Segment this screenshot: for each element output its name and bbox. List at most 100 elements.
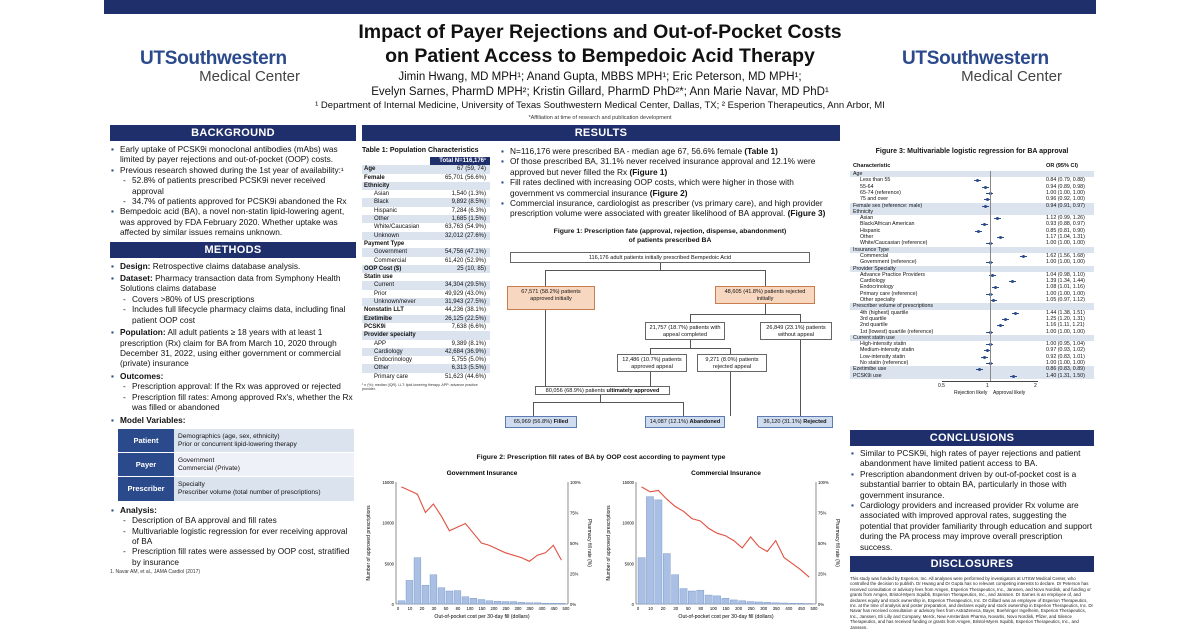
bar: [437, 587, 446, 605]
affiliations: ¹ Department of Internal Medicine, Unive…: [315, 100, 885, 111]
disclosures-heading: DISCLOSURES: [850, 556, 1094, 572]
table-1-row-label: Nonstatin LLT: [364, 307, 404, 314]
conclusions-section: Similar to PCSK9i, high rates of payer r…: [850, 448, 1094, 552]
table-1-row-value: 67 (59, 74): [429, 165, 490, 174]
bar: [671, 574, 679, 605]
x-tick-label: 0: [637, 606, 640, 611]
results-bullet-2-text: Of those prescribed BA, 31.1% never rece…: [510, 156, 816, 177]
forest-row-label: Prescriber volume of prescriptions: [853, 303, 934, 310]
y2-axis-label: Pharmacy fill rate (%): [834, 519, 840, 567]
figure-3-title: Figure 3: Multivariable logistic regress…: [875, 148, 1069, 155]
methods-outcomes: Outcomes:: [110, 371, 356, 382]
chart-title: Government Insurance: [447, 470, 518, 477]
y-tick-label: 0: [392, 602, 395, 607]
forest-ci: [1009, 375, 1017, 377]
table-1-row-value: 1,540 (1.3%): [451, 191, 486, 198]
forest-ci: [994, 218, 1002, 220]
forest-tick-label: 0.5: [938, 382, 945, 389]
affiliation-note: *Affiliation at time of research and pub…: [528, 115, 672, 121]
connector: [533, 402, 683, 403]
x-tick-label: 300: [760, 606, 768, 611]
forest-row-label: 4th (highest) quartile: [860, 309, 909, 316]
table-1-row-value: 9,389 (8.1%): [451, 340, 486, 347]
bar: [763, 602, 772, 605]
y-tick-label: 15000: [622, 480, 634, 485]
table-1-row: Government 54,756 (47.1%): [362, 248, 490, 257]
table-1-header: Total N=116,176¹: [429, 157, 490, 166]
forest-ci: [989, 274, 997, 276]
ut-southwestern-logo-right: UTSouthwestern Medical Center: [902, 48, 1062, 85]
x-tick-label: 450: [551, 606, 559, 611]
forest-ci: [1019, 255, 1027, 257]
forest-row: Hispanic 0.85 (0.81, 0.90): [850, 228, 1094, 234]
y2-tick-label: 25%: [818, 572, 827, 577]
conclusions-heading: CONCLUSIONS: [850, 430, 1094, 446]
forest-row-label: Hispanic: [860, 227, 881, 234]
table-1-row: Hispanic 7,284 (6.3%): [362, 207, 490, 215]
forest-row-or: 1.00 (1.00, 1.00): [1046, 360, 1085, 366]
y-tick-label: 10000: [622, 521, 634, 526]
forest-ci: [986, 243, 994, 245]
bar: [509, 601, 518, 605]
y2-tick-label: 0%: [818, 602, 824, 607]
forest-row: Low-intensity statin 0.92 (0.83, 1.01): [850, 354, 1094, 360]
ultimately-label: ultimately approved: [606, 388, 660, 394]
forest-row-label: 55-64: [860, 183, 874, 190]
forest-ci: [981, 224, 989, 226]
results-heading: RESULTS: [362, 125, 840, 141]
figure-1-title-line-2: of patients prescribed BA: [628, 236, 712, 244]
forest-row: Other specialty 1.05 (0.97, 1.12): [850, 297, 1094, 303]
table-1-row-value: 44,236 (38.1%): [444, 307, 486, 314]
x-tick-label: 10: [648, 606, 653, 611]
conclusion-bullet-3: Cardiology providers and increased provi…: [850, 500, 1094, 552]
model-label: Model Variables:: [120, 415, 186, 426]
analysis-sub-2: Multivariable logistic regression for ev…: [110, 526, 356, 547]
forest-row-label: Current statin use: [853, 334, 895, 341]
bar: [413, 557, 422, 605]
forest-row-label: Other specialty: [860, 297, 896, 303]
y2-tick-label: 75%: [818, 511, 827, 516]
figure-3-forest-plot: Characteristic OR (95% CI) Age Less than …: [850, 163, 1094, 425]
y-tick-label: 15000: [382, 480, 394, 485]
background-sub-1: 52.8% of patients prescribed PCSK9i neve…: [110, 175, 356, 196]
forest-ci: [1001, 318, 1009, 320]
bar: [788, 602, 797, 605]
bar: [662, 553, 671, 605]
connector: [800, 314, 801, 322]
model-row-text: Specialty Prescriber volume (total numbe…: [174, 476, 354, 501]
poster-title-line-1: Impact of Payer Rejections and Out-of-Po…: [358, 21, 842, 43]
forest-row-or: 1.40 (1.31, 1.50): [1046, 372, 1085, 379]
x-axis-label: Out-of-pocket cost per 30-day fill (doll…: [678, 614, 773, 620]
forest-row-label: High-intensity statin: [860, 341, 907, 348]
forest-ci: [986, 293, 994, 295]
table-1-row-label: Prior: [374, 290, 387, 297]
bar: [525, 602, 534, 605]
forest-ci: [986, 363, 994, 364]
forest-ci: [975, 230, 983, 232]
flow-box-without-appeal: 26,849 (23.1%) patients without appeal: [760, 322, 832, 340]
figure-1-title-line-1: Figure 1: Prescription fate (approval, r…: [553, 228, 787, 235]
bar: [713, 595, 721, 605]
forest-ci: [982, 186, 990, 188]
forest-ci: [986, 331, 994, 333]
disclosures-text: This study was funded by Esperion, Inc. …: [850, 576, 1094, 630]
table-1-row-label: Asian: [374, 191, 390, 198]
fill-rate-line: [401, 486, 562, 562]
x-tick-label: 80: [456, 606, 461, 611]
figure-2-title: Figure 2: Prescription fill rates of BA …: [476, 454, 726, 461]
forest-row-or: 1.62 (1.56, 1.68): [1046, 252, 1085, 259]
methods-dataset: Dataset: Pharmacy transaction data from …: [110, 273, 356, 294]
forest-row-label: 2nd quartile: [860, 322, 888, 329]
forest-ci: [996, 325, 1004, 327]
forest-row-label: Cardiology: [860, 278, 886, 285]
table-1-row-value: [429, 181, 490, 191]
table-1-row: Current 34,304 (29.5%): [362, 281, 490, 290]
background-bullet-3: Bempedoic acid (BA), a novel non-statin …: [110, 206, 356, 237]
table-1-row-label: Female: [364, 174, 385, 181]
y-tick-label: 0: [632, 602, 635, 607]
flow-box-ultimately-approved: 80,056 (68.9%) patients ultimately appro…: [535, 386, 670, 395]
filled-count: 65,969 (56.8%): [513, 419, 554, 425]
bar: [405, 580, 414, 605]
forest-row-label: 1st (lowest) quartile (reference): [860, 328, 934, 335]
abandoned-label: Abandoned: [689, 419, 721, 425]
